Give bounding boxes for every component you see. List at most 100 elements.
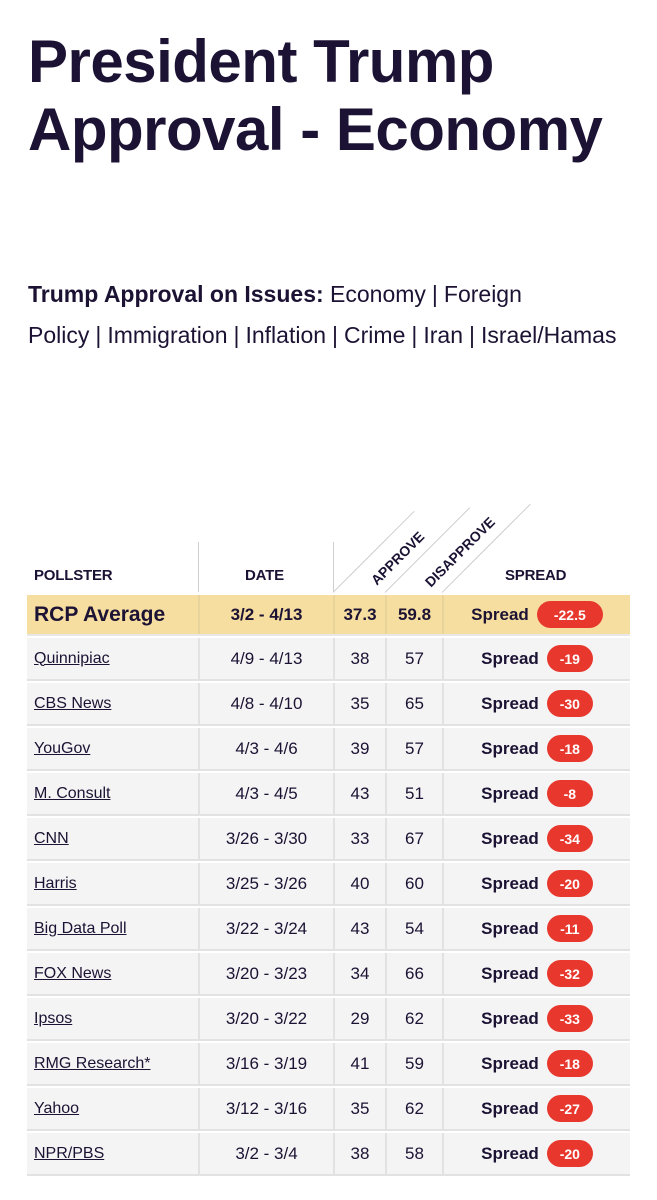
date-cell: 3/12 - 3/16: [198, 1088, 333, 1129]
pollster-link[interactable]: Big Data Poll: [34, 919, 127, 937]
date-cell: 3/2 - 4/13: [198, 595, 333, 634]
header-date: DATE: [245, 567, 284, 584]
spread-badge: -19: [546, 645, 593, 672]
pollster-link[interactable]: CNN: [34, 829, 69, 847]
approve-cell: 43: [333, 773, 385, 814]
issue-link-economy[interactable]: Economy: [330, 281, 426, 307]
disapprove-cell: 54: [385, 908, 442, 949]
date-cell: 3/16 - 3/19: [198, 1043, 333, 1084]
pollster-link[interactable]: Quinnipiac: [34, 649, 110, 667]
disapprove-cell: 59: [385, 1043, 442, 1084]
spread-label: Spread: [481, 693, 539, 713]
pollster-link[interactable]: YouGov: [34, 739, 91, 757]
spread-badge: -18: [546, 1050, 593, 1077]
spread-label: Spread: [481, 648, 539, 668]
pollster-cell: RCP Average: [27, 595, 198, 634]
pollster-cell: Big Data Poll: [27, 908, 198, 949]
spread-label: Spread: [471, 604, 529, 624]
table-row: CBS News 4/8 - 4/10 35 65 Spread -30: [27, 683, 630, 726]
spread-label: Spread: [481, 1053, 539, 1073]
table-row: Quinnipiac 4/9 - 4/13 38 57 Spread -19: [27, 638, 630, 681]
date-cell: 3/22 - 3/24: [198, 908, 333, 949]
pollster-cell: FOX News: [27, 953, 198, 994]
pollster-link[interactable]: FOX News: [34, 964, 112, 982]
spread-label: Spread: [481, 1008, 539, 1028]
header-pollster: POLLSTER: [34, 567, 113, 584]
spread-label: Spread: [481, 918, 539, 938]
table-row: Yahoo 3/12 - 3/16 35 62 Spread -27: [27, 1088, 630, 1131]
pollster-link[interactable]: RMG Research*: [34, 1054, 151, 1072]
table-row: Big Data Poll 3/22 - 3/24 43 54 Spread -11: [27, 908, 630, 951]
spread-cell: Spread -34: [442, 818, 630, 859]
spread-cell: Spread -8: [442, 773, 630, 814]
approve-cell: 37.3: [333, 595, 385, 634]
pollster-link[interactable]: CBS News: [34, 694, 112, 712]
spread-cell: Spread -32: [442, 953, 630, 994]
disapprove-cell: 67: [385, 818, 442, 859]
approve-cell: 33: [333, 818, 385, 859]
table-row-average: RCP Average 3/2 - 4/13 37.3 59.8 Spread …: [27, 595, 630, 636]
spread-cell: Spread -22.5: [442, 595, 630, 634]
polls-table: POLLSTER DATE APPROVE DISAPPROVE SPREAD …: [27, 503, 630, 1190]
spread-badge: -32: [546, 960, 593, 987]
pollster-cell: RMG Research*: [27, 1043, 198, 1084]
spread-cell: Spread -33: [442, 998, 630, 1039]
pollster-cell: CNN: [27, 818, 198, 859]
disapprove-cell: 62: [385, 1088, 442, 1129]
separator: |: [431, 281, 438, 307]
spread-badge: -27: [546, 1095, 593, 1122]
spread-label: Spread: [481, 738, 539, 758]
pollster-cell: CBS News: [27, 683, 198, 724]
spread-badge: -11: [546, 915, 593, 942]
disapprove-cell: 58: [385, 1133, 442, 1174]
separator: |: [411, 322, 418, 348]
pollster-cell: Yahoo: [27, 1088, 198, 1129]
date-cell: 3/2 - 3/4: [198, 1133, 333, 1174]
issue-link-inflation[interactable]: Inflation: [245, 322, 327, 348]
spread-badge: -20: [546, 870, 593, 897]
date-cell: 4/3 - 4/5: [198, 773, 333, 814]
pollster-cell: YouGov: [27, 728, 198, 769]
pollster-cell: Quinnipiac: [27, 638, 198, 679]
header-spread: SPREAD: [505, 567, 567, 584]
issue-link-foreign-policy[interactable]: Foreign Policy: [28, 281, 522, 348]
pollster-link[interactable]: Yahoo: [34, 1099, 80, 1117]
spread-badge: -8: [546, 780, 593, 807]
date-cell: 4/9 - 4/13: [198, 638, 333, 679]
pollster-link[interactable]: NPR/PBS: [34, 1144, 105, 1162]
table-row: NPR/PBS 3/2 - 3/4 38 58 Spread -20: [27, 1133, 630, 1176]
pollster-link[interactable]: M. Consult: [34, 784, 111, 802]
header-divider: [333, 542, 334, 592]
pollster-cell: Harris: [27, 863, 198, 904]
spread-badge: -18: [546, 735, 593, 762]
spread-label: Spread: [481, 1143, 539, 1163]
issue-link-immigration[interactable]: Immigration: [107, 322, 228, 348]
table-row: CNN 3/26 - 3/30 33 67 Spread -34: [27, 818, 630, 861]
pollster-cell: Ipsos: [27, 998, 198, 1039]
table-row: RMG Research* 3/16 - 3/19 41 59 Spread -18: [27, 1043, 630, 1086]
table-row: Harris 3/25 - 3/26 40 60 Spread -20: [27, 863, 630, 906]
spread-cell: Spread -18: [442, 728, 630, 769]
issue-link-israel-hamas[interactable]: Israel/Hamas: [480, 322, 617, 348]
spread-cell: Spread -20: [442, 863, 630, 904]
date-cell: 4/3 - 4/6: [198, 728, 333, 769]
spread-cell: Spread -30: [442, 683, 630, 724]
spread-label: Spread: [481, 783, 539, 803]
approve-cell: 43: [333, 908, 385, 949]
spread-label: Spread: [481, 963, 539, 983]
spread-cell: Spread -11: [442, 908, 630, 949]
pollster-link[interactable]: Ipsos: [34, 1009, 73, 1027]
issue-link-crime[interactable]: Crime: [344, 322, 406, 348]
approve-cell: 38: [333, 1133, 385, 1174]
issue-link-iran[interactable]: Iran: [423, 322, 463, 348]
date-cell: 4/8 - 4/10: [198, 683, 333, 724]
date-cell: 3/26 - 3/30: [198, 818, 333, 859]
spread-cell: Spread -27: [442, 1088, 630, 1129]
approve-cell: 40: [333, 863, 385, 904]
header-disapprove: DISAPPROVE: [421, 513, 498, 590]
issues-nav: Trump Approval on Issues: Economy | Foreig…: [28, 274, 618, 356]
spread-badge: -20: [546, 1140, 593, 1167]
pollster-link[interactable]: Harris: [34, 874, 77, 892]
table-header: POLLSTER DATE APPROVE DISAPPROVE SPREAD: [27, 503, 630, 593]
separator: |: [95, 322, 102, 348]
